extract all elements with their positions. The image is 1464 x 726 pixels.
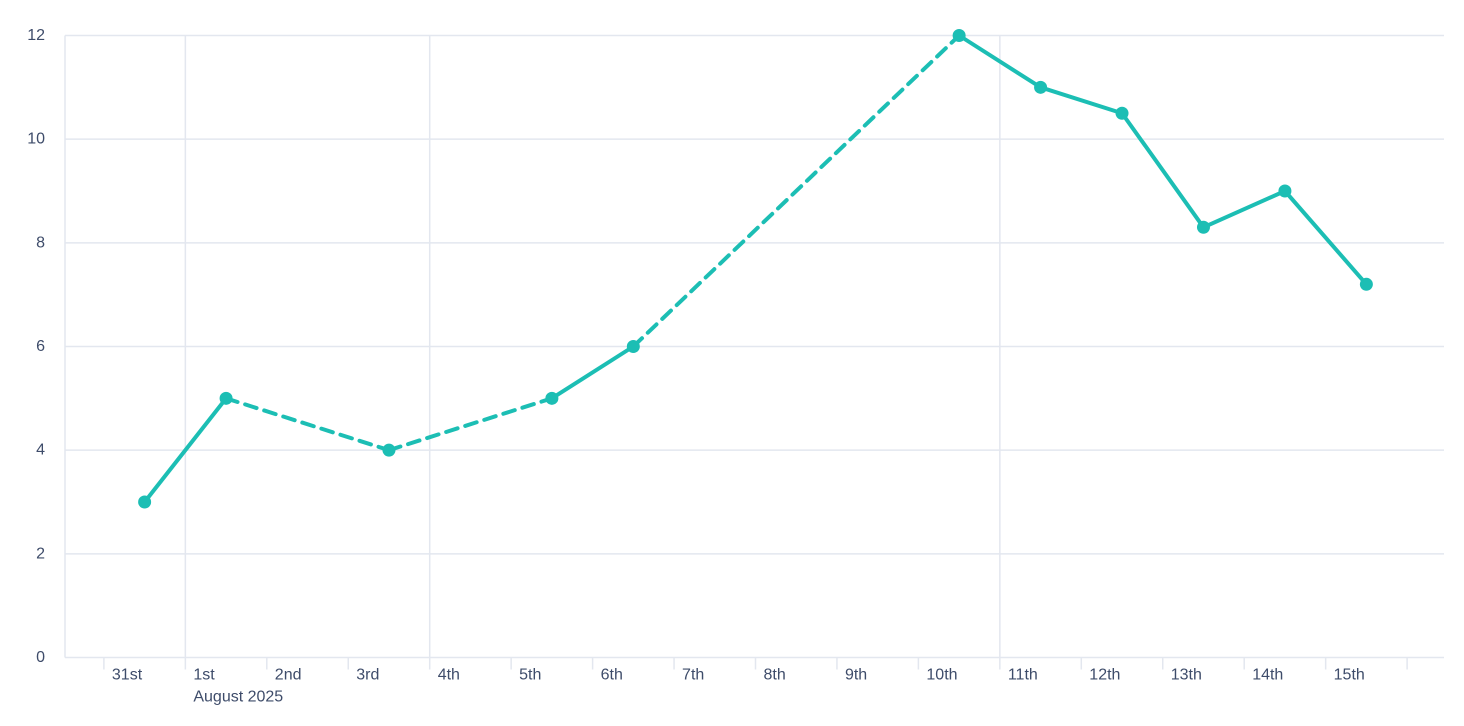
data-point-marker[interactable] (626, 340, 640, 353)
y-axis-tick-label: 6 (36, 338, 45, 355)
x-axis-tick-label: 7th (682, 667, 704, 684)
data-point-marker[interactable] (1359, 277, 1373, 291)
x-axis-tick-label: 15th (1334, 667, 1365, 684)
axes (64, 35, 1444, 670)
x-axis-tick-label: 11th (1008, 667, 1038, 684)
x-axis-tick-label: 4th (438, 667, 460, 684)
series-segment-dashed (224, 396, 391, 453)
y-axis-tick-label: 4 (36, 442, 45, 459)
x-axis-tick-label: 14th (1252, 667, 1283, 684)
data-point-marker[interactable] (1034, 80, 1048, 94)
y-axis-tick-label: 12 (27, 27, 45, 44)
x-axis-tick-label: 2nd (275, 667, 302, 684)
series-segment-solid (1120, 111, 1206, 230)
x-axis-tick-label: 31st (112, 667, 143, 684)
series-segment-solid (957, 33, 1043, 90)
x-axis-tick-label: 5th (519, 667, 541, 684)
series-segment-dashed (631, 33, 962, 349)
series-main-series (142, 33, 1369, 504)
series-segment-solid (549, 344, 636, 401)
x-axis-labels: 31st 1st 2nd 3rd 4th 5th 6th 7th 8th 9th 10th 11th 1… (112, 667, 1365, 706)
data-point-marker[interactable] (382, 443, 396, 457)
x-axis-tick-label: 12th (1089, 667, 1120, 684)
data-point-marker[interactable] (1115, 106, 1129, 120)
gridlines (65, 34, 1444, 658)
data-point-marker[interactable] (1196, 220, 1210, 234)
series-segment-solid (1282, 189, 1369, 287)
series-segment-solid (142, 396, 229, 504)
data-point-marker[interactable] (952, 29, 966, 42)
y-axis-tick-label: 2 (36, 545, 45, 562)
x-axis-tick-label: 9th (845, 667, 867, 684)
data-point-marker[interactable] (138, 495, 152, 509)
x-axis-month-label: August 2025 (193, 689, 283, 706)
series-markers (138, 29, 1373, 509)
data-point-marker[interactable] (545, 391, 559, 405)
x-axis-tick-label: 6th (601, 667, 623, 684)
y-axis-tick-label: 0 (36, 649, 45, 666)
x-axis-tick-label: 8th (764, 667, 786, 684)
y-axis-tick-label: 10 (27, 131, 45, 148)
x-axis-tick-label: 10th (926, 667, 957, 684)
x-axis-tick-label: 1st (193, 667, 215, 684)
y-axis-labels: 0 2 4 6 8 10 12 (27, 27, 45, 666)
y-axis-tick-label: 8 (36, 234, 45, 251)
series-segment-solid (1038, 85, 1125, 116)
data-point-marker[interactable] (1278, 184, 1292, 198)
data-point-marker[interactable] (219, 391, 233, 405)
x-axis-tick-label: 13th (1171, 667, 1202, 684)
x-axis-tick-label: 3rd (356, 667, 379, 684)
series-segment-dashed (386, 396, 554, 453)
series-segment-solid (1201, 189, 1287, 230)
